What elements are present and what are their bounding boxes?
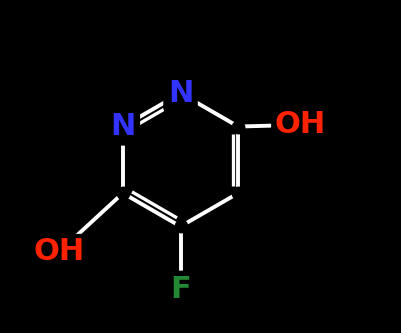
Text: F: F [170, 275, 191, 304]
Text: OH: OH [274, 110, 326, 140]
Text: N: N [110, 112, 136, 141]
Text: OH: OH [34, 237, 85, 266]
Text: N: N [168, 79, 193, 108]
